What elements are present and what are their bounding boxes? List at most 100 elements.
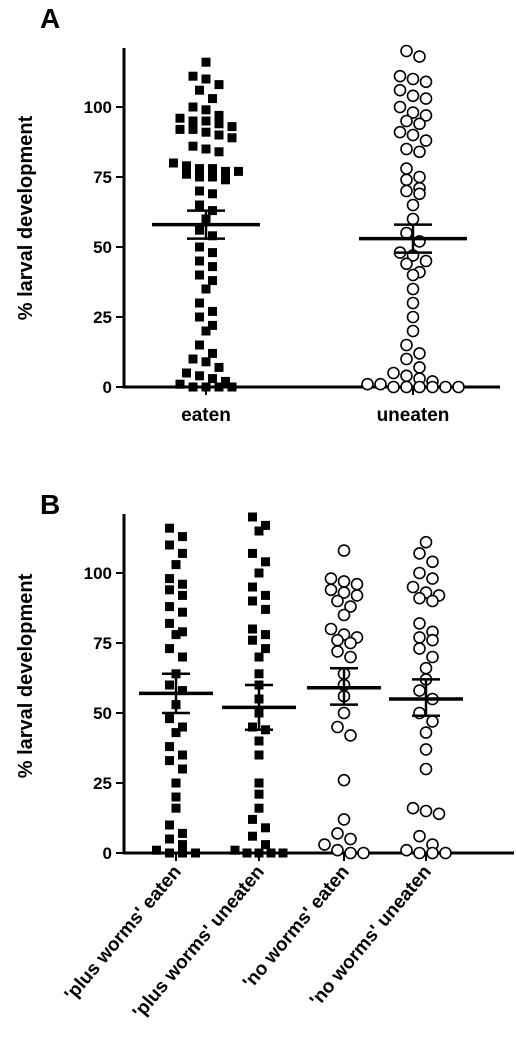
data-point xyxy=(261,520,270,530)
data-point xyxy=(248,722,257,732)
data-point xyxy=(201,284,211,294)
data-point xyxy=(165,742,174,752)
data-point xyxy=(248,624,257,634)
data-point xyxy=(188,382,198,392)
data-point xyxy=(171,778,181,788)
data-point xyxy=(188,116,198,126)
data-point xyxy=(152,845,161,855)
data-point xyxy=(208,306,217,316)
y-tick-label: 25 xyxy=(93,774,112,793)
data-point xyxy=(406,198,420,212)
data-point xyxy=(208,164,217,174)
data-point xyxy=(406,801,420,815)
data-point xyxy=(337,544,351,557)
data-point xyxy=(413,566,426,580)
data-point xyxy=(178,828,187,838)
data-point xyxy=(419,92,433,105)
data-point xyxy=(195,200,204,210)
data-point xyxy=(344,832,357,846)
data-point xyxy=(413,829,426,843)
data-point xyxy=(165,585,174,595)
data-point xyxy=(400,257,413,271)
data-point xyxy=(406,296,420,310)
data-point xyxy=(413,145,426,159)
data-point xyxy=(413,631,426,644)
data-point xyxy=(242,848,252,858)
data-point xyxy=(178,686,187,696)
data-point xyxy=(178,722,187,732)
data-point xyxy=(337,586,351,599)
data-point xyxy=(350,577,364,591)
data-point xyxy=(357,846,370,860)
data-point xyxy=(208,248,217,258)
data-point xyxy=(248,548,257,558)
data-point xyxy=(195,172,204,182)
data-point xyxy=(406,580,420,594)
data-point xyxy=(361,377,374,391)
data-point xyxy=(413,591,426,605)
data-point xyxy=(178,590,187,600)
data-point xyxy=(195,298,204,308)
data-point xyxy=(331,720,344,734)
data-point xyxy=(182,161,191,171)
data-point xyxy=(195,164,204,174)
data-point xyxy=(406,89,420,103)
y-tick-label: 0 xyxy=(103,844,112,863)
data-point xyxy=(214,80,224,90)
data-point xyxy=(165,756,174,766)
data-point xyxy=(208,276,217,286)
y-tick-label: 50 xyxy=(93,238,112,257)
data-point xyxy=(169,158,178,168)
data-point xyxy=(406,310,420,324)
data-point xyxy=(254,669,264,679)
data-point xyxy=(387,380,400,394)
data-point xyxy=(188,141,198,151)
data-point xyxy=(201,127,211,137)
data-point xyxy=(419,804,433,818)
data-point xyxy=(195,225,204,235)
data-point xyxy=(400,44,413,58)
data-point xyxy=(426,555,439,569)
data-point xyxy=(201,382,211,392)
data-point xyxy=(178,652,187,662)
data-point xyxy=(350,589,364,602)
data-point xyxy=(419,726,433,739)
data-point xyxy=(337,773,351,787)
data-point xyxy=(165,618,174,628)
data-point xyxy=(171,803,181,813)
data-point xyxy=(165,820,174,830)
data-point xyxy=(201,116,211,126)
data-point xyxy=(165,574,174,584)
data-point xyxy=(248,635,257,645)
y-tick-label: 100 xyxy=(84,564,112,583)
data-point xyxy=(254,789,264,799)
data-point xyxy=(221,175,230,185)
data-point xyxy=(400,380,413,394)
data-point xyxy=(439,380,452,394)
data-point xyxy=(165,644,174,654)
data-point xyxy=(248,831,257,841)
data-point xyxy=(201,57,211,67)
data-point xyxy=(393,69,407,83)
data-point xyxy=(413,547,426,560)
data-point xyxy=(195,312,204,322)
data-point xyxy=(165,523,174,533)
data-point xyxy=(406,212,420,226)
data-point xyxy=(254,568,264,578)
data-point xyxy=(195,340,204,350)
data-point xyxy=(261,604,270,614)
data-point xyxy=(426,633,439,647)
data-point xyxy=(419,535,433,549)
data-point xyxy=(195,371,204,381)
data-point xyxy=(195,85,204,95)
data-point xyxy=(400,369,413,383)
data-point xyxy=(178,764,187,774)
panel-label: A xyxy=(40,3,60,34)
data-point xyxy=(337,813,351,826)
data-point xyxy=(171,792,181,802)
data-point xyxy=(324,622,338,636)
data-point xyxy=(178,848,187,858)
data-point xyxy=(419,661,433,675)
